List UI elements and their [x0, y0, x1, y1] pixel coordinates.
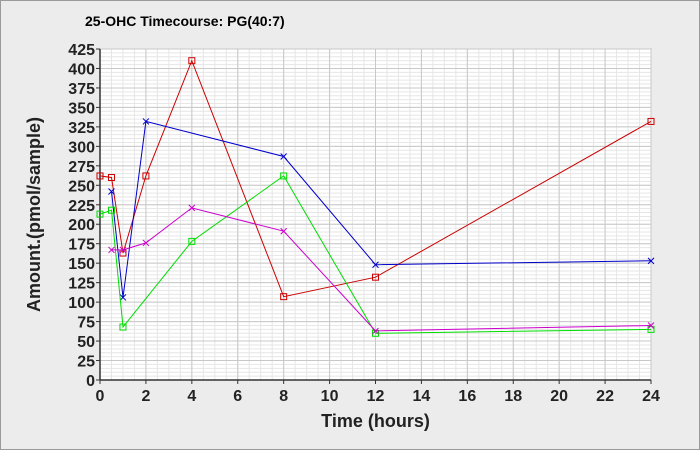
data-point: [119, 246, 127, 254]
x-axis-label: Time (hours): [321, 411, 430, 431]
x-tick-label: 6: [233, 388, 242, 405]
y-tick-label: 50: [77, 334, 95, 351]
x-axis-ticks: 0 2 4 6 8 10 12 14 16 18 20 22 24: [96, 380, 660, 405]
data-point: [107, 174, 115, 182]
chart-title: 25-OHC Timecourse: PG(40:7): [85, 13, 285, 29]
series-4: [108, 204, 655, 335]
x-tick-label: 0: [96, 388, 105, 405]
data-point: [142, 239, 150, 247]
y-tick-label: 225: [68, 198, 95, 215]
y-axis-label: Amount.(pmol/sample): [24, 117, 44, 312]
x-tick-label: 10: [321, 388, 339, 405]
y-tick-label: 100: [68, 295, 95, 312]
y-tick-label: 325: [68, 120, 95, 137]
x-tick-label: 12: [367, 388, 385, 405]
data-point: [280, 172, 288, 180]
y-tick-label: 175: [68, 237, 95, 254]
y-tick-label: 350: [68, 100, 95, 117]
x-tick-label: 8: [279, 388, 288, 405]
y-tick-label: 375: [68, 81, 95, 98]
data-point: [108, 246, 115, 254]
data-point: [188, 57, 196, 65]
x-tick-label: 2: [141, 388, 150, 405]
y-tick-label: 275: [68, 159, 95, 176]
x-tick-label: 20: [550, 388, 568, 405]
y-tick-label: 200: [68, 217, 95, 234]
y-tick-label: 400: [68, 61, 95, 78]
data-point: [280, 153, 288, 160]
x-tick-label: 14: [413, 388, 431, 405]
y-axis-ticks: 0 25 50 75 100 125 150 175 200 225 250 275 300 325 350…: [68, 42, 100, 390]
series-layer: [96, 57, 655, 337]
series-2: [108, 118, 655, 301]
data-point: [108, 188, 115, 195]
data-point: [647, 322, 655, 329]
data-point: [96, 210, 104, 218]
data-point: [107, 206, 115, 214]
y-tick-label: 250: [68, 178, 95, 195]
y-tick-label: 0: [86, 373, 95, 390]
y-tick-label: 150: [68, 256, 95, 273]
data-point: [372, 261, 379, 269]
series-line: [99, 175, 652, 334]
y-tick-label: 300: [68, 139, 95, 156]
data-point: [142, 118, 150, 125]
x-tick-label: 16: [458, 388, 476, 405]
data-point: [96, 172, 104, 180]
data-point: [280, 293, 288, 301]
data-point: [647, 117, 655, 125]
y-tick-label: 75: [77, 315, 95, 332]
data-point: [280, 227, 288, 235]
x-tick-label: 4: [187, 388, 196, 405]
y-tick-label: 425: [68, 42, 95, 59]
data-point: [119, 294, 127, 301]
series-line: [111, 120, 652, 298]
data-point: [372, 273, 379, 281]
data-point: [188, 237, 196, 245]
x-tick-label: 24: [642, 388, 660, 405]
data-point: [372, 327, 379, 335]
data-point: [647, 325, 655, 333]
data-point: [142, 172, 150, 180]
x-tick-label: 22: [596, 388, 614, 405]
y-tick-label: 125: [68, 276, 95, 293]
data-point: [119, 323, 127, 331]
y-tick-label: 25: [77, 354, 95, 371]
x-tick-label: 18: [504, 388, 522, 405]
data-point: [188, 204, 196, 212]
data-point: [647, 257, 655, 265]
